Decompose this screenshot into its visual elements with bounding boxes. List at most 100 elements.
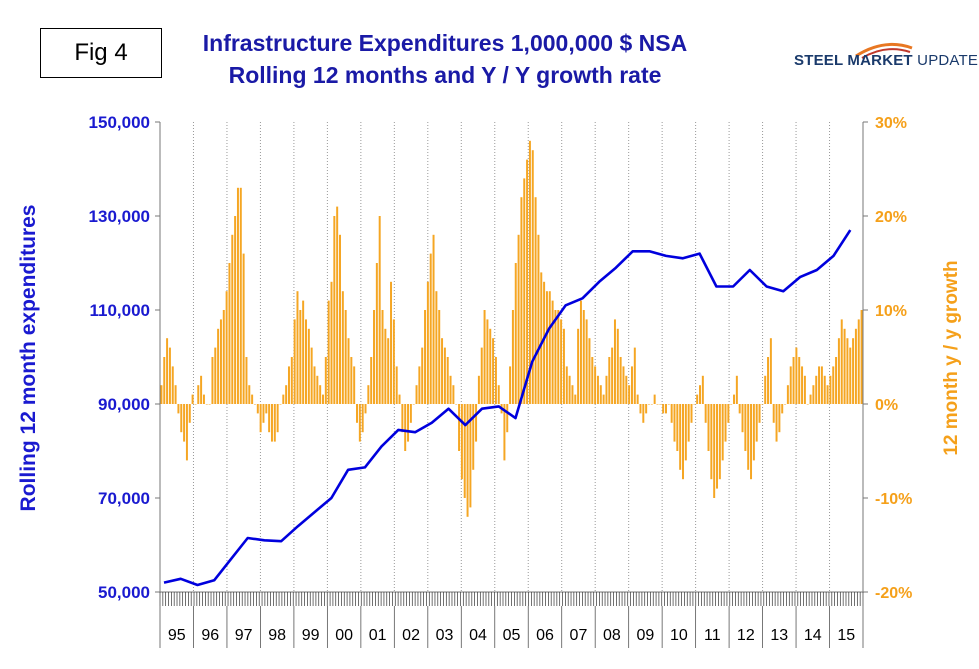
growth-bar	[815, 375, 818, 404]
growth-bar	[803, 375, 806, 404]
x-tick-label: 06	[536, 627, 554, 644]
growth-bar	[307, 328, 310, 404]
growth-bar	[528, 140, 531, 405]
growth-bar	[364, 404, 367, 414]
growth-bar	[693, 404, 696, 405]
growth-bar	[262, 404, 265, 423]
growth-bar	[622, 366, 625, 404]
growth-bar	[591, 357, 594, 404]
growth-bar	[721, 404, 724, 461]
growth-bar	[764, 375, 767, 404]
growth-bar	[860, 310, 863, 404]
growth-bar	[832, 366, 835, 404]
x-tick-label: 97	[235, 627, 253, 644]
left-axis-title: Rolling 12 month expenditures	[17, 205, 40, 512]
growth-bar	[554, 310, 557, 404]
growth-bar	[313, 366, 316, 404]
growth-bar	[818, 366, 821, 404]
growth-bar	[548, 291, 551, 404]
x-tick-label: 09	[637, 627, 655, 644]
growth-bar	[463, 404, 466, 498]
growth-bar	[344, 310, 347, 404]
growth-bar	[370, 357, 373, 404]
growth-bar	[781, 404, 784, 414]
growth-bar	[718, 404, 721, 480]
growth-bar	[769, 338, 772, 404]
growth-bar	[322, 394, 324, 404]
growth-bar	[795, 347, 798, 404]
growth-bar	[163, 357, 166, 404]
growth-bar	[716, 404, 719, 489]
growth-bar	[409, 404, 412, 423]
growth-bar	[574, 394, 577, 404]
growth-bar	[619, 357, 622, 404]
growth-bar	[166, 338, 169, 404]
growth-bar	[494, 357, 497, 404]
grid	[192, 122, 831, 592]
growth-bar	[353, 366, 356, 404]
growth-bar	[789, 366, 792, 404]
growth-bar	[458, 404, 461, 451]
x-tick-label: 10	[670, 627, 688, 644]
growth-bar	[347, 338, 350, 404]
growth-bar	[497, 385, 500, 404]
growth-bar	[191, 394, 194, 404]
growth-bar	[214, 347, 217, 404]
x-tick-label: 11	[704, 627, 721, 644]
growth-bar	[750, 404, 753, 480]
growth-bar	[477, 375, 480, 404]
right-axis-title: 12 month y / y growth	[941, 260, 962, 455]
growth-bar	[585, 319, 588, 404]
growth-bar	[256, 404, 259, 414]
growth-bar	[738, 404, 741, 414]
growth-bar	[560, 319, 563, 404]
growth-bar	[287, 366, 290, 404]
growth-bar	[225, 291, 228, 404]
growth-bar	[846, 338, 849, 404]
growth-bar	[259, 404, 262, 433]
growth-bar	[713, 404, 716, 498]
growth-bar	[384, 328, 387, 404]
growth-bar	[194, 404, 197, 405]
growth-bar	[200, 375, 203, 404]
growth-bar	[537, 234, 540, 404]
growth-bar	[645, 404, 648, 414]
growth-bar	[611, 347, 614, 404]
growth-bar	[415, 385, 418, 404]
growth-bar	[727, 404, 730, 423]
growth-bar	[222, 310, 225, 404]
growth-bar	[390, 281, 393, 404]
growth-bar	[290, 357, 293, 404]
growth-bar	[605, 375, 608, 404]
growth-bar	[268, 404, 271, 433]
swoosh-icon	[855, 42, 913, 59]
growth-bar	[701, 375, 704, 404]
growth-bar	[486, 319, 489, 404]
growth-bar	[509, 366, 512, 404]
growth-bar	[293, 319, 296, 404]
growth-bar	[438, 310, 441, 404]
growth-bar	[435, 291, 438, 404]
growth-bar	[358, 404, 361, 442]
growth-bar	[628, 385, 631, 404]
growth-bar	[710, 404, 713, 480]
growth-bar	[424, 310, 427, 404]
growth-bar	[741, 404, 744, 433]
growth-bar	[653, 394, 656, 404]
growth-bar	[664, 404, 667, 414]
growth-bar	[579, 300, 582, 404]
growth-bar	[840, 319, 843, 404]
growth-bar	[613, 319, 616, 404]
growth-bar	[636, 394, 639, 404]
growth-bar	[520, 197, 523, 404]
growth-bar	[531, 150, 534, 404]
growth-bar	[279, 404, 282, 405]
growth-bar	[217, 328, 220, 404]
growth-bar	[744, 404, 747, 451]
growth-bar	[265, 404, 268, 414]
growth-bar	[724, 404, 727, 442]
chart-title: Infrastructure Expenditures 1,000,000 $ …	[202, 30, 688, 56]
x-tick-label: 04	[469, 627, 487, 644]
growth-bar	[177, 404, 180, 414]
growth-bar	[633, 347, 636, 404]
